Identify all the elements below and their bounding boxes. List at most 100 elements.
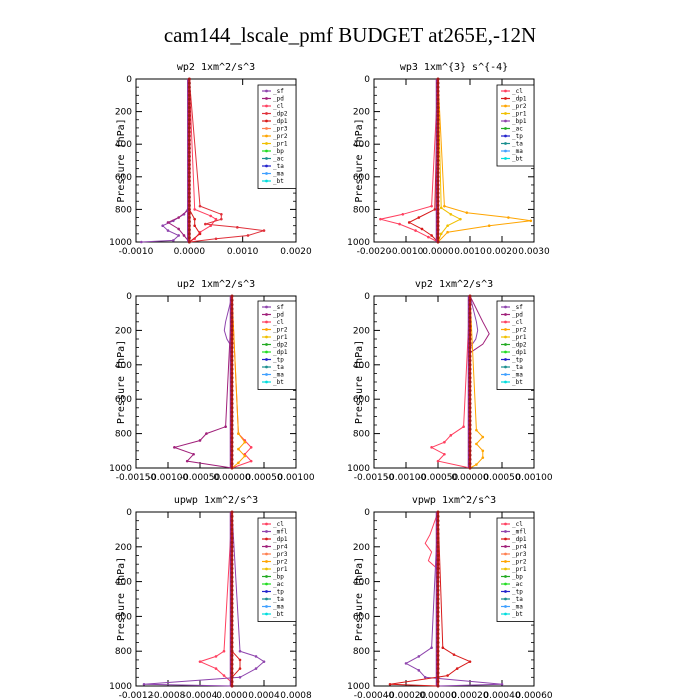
- series-point: [205, 432, 208, 435]
- series-line: [430, 295, 471, 469]
- series-point: [173, 446, 176, 449]
- profile-point: [187, 101, 191, 105]
- profile-point: [436, 211, 440, 215]
- y-axis-label: Pressure [hPa]: [354, 340, 365, 424]
- legend-marker: [504, 575, 507, 578]
- profile-point: [187, 228, 191, 232]
- legend-entry: _pr2: [512, 327, 527, 334]
- legend-marker: [504, 365, 507, 369]
- y-tick-label: 200: [115, 543, 132, 553]
- profile-point: [468, 423, 472, 427]
- profile-point: [230, 667, 234, 671]
- profile-point: [436, 588, 440, 592]
- profile-point: [230, 397, 234, 401]
- panel-title: up2 1xm^2/s^3: [177, 279, 255, 290]
- panel-5: upwp 1xm^2/s^3 Pressure [hPa] 0 200 400 600 80…: [109, 495, 312, 700]
- series-point: [404, 662, 408, 665]
- legend-marker: [265, 172, 268, 175]
- legend-entry: _tp: [512, 133, 523, 140]
- profile-point: [436, 240, 440, 244]
- series-point: [198, 660, 202, 663]
- profile-point: [436, 195, 440, 199]
- legend-entry: _mfl: [512, 529, 527, 536]
- series-point: [481, 449, 485, 453]
- series-point: [465, 211, 469, 214]
- profile-point: [230, 658, 234, 662]
- legend-entry: _ta: [273, 596, 284, 603]
- legend-marker: [504, 597, 507, 601]
- legend-marker: [265, 537, 268, 541]
- legend-marker: [504, 157, 507, 160]
- profile-point: [436, 228, 440, 232]
- profile-point: [187, 195, 191, 199]
- legend-entry: _pr3: [273, 551, 288, 558]
- series-point: [430, 204, 433, 208]
- profile-point: [230, 445, 234, 448]
- series-point: [475, 442, 478, 446]
- profile-point: [230, 346, 234, 350]
- profile-point: [187, 138, 191, 142]
- series-point: [161, 224, 164, 227]
- legend-entry: _pr2: [273, 327, 288, 334]
- profile-point: [468, 445, 472, 448]
- y-tick-label: 1000: [109, 682, 132, 692]
- x-tick-label: 0.0020: [280, 247, 312, 257]
- profile-point: [187, 240, 191, 244]
- legend-marker: [265, 552, 268, 556]
- profile-point: [230, 575, 234, 579]
- profile-point: [436, 623, 440, 627]
- profile-point: [436, 514, 440, 518]
- profile-point: [230, 636, 234, 640]
- y-tick-label: 0: [126, 75, 132, 85]
- legend-marker: [504, 149, 507, 153]
- x-tick-label: -0.00150: [354, 473, 395, 483]
- legend-marker: [504, 328, 507, 331]
- profile-point: [230, 588, 234, 592]
- profile-point: [468, 389, 472, 393]
- profile-point: [436, 649, 440, 653]
- profile-point: [187, 81, 191, 85]
- legend-marker: [265, 567, 268, 571]
- series-point: [417, 655, 421, 658]
- series-point: [214, 655, 218, 658]
- series-point: [446, 230, 449, 234]
- series-point: [481, 456, 485, 459]
- profile-point: [436, 527, 440, 531]
- legend-entry: _pr1: [512, 566, 527, 573]
- legend-entry: _sf: [512, 304, 523, 311]
- legend-marker: [504, 313, 507, 316]
- profile-point: [468, 457, 472, 461]
- profile-point: [230, 333, 234, 337]
- profile-point: [230, 675, 234, 679]
- profile-point: [187, 106, 191, 110]
- x-tick-label: 0.0010: [227, 247, 259, 257]
- profile-point: [187, 146, 191, 150]
- profile-point: [436, 93, 440, 97]
- profile-point: [187, 142, 191, 146]
- profile-point: [187, 150, 191, 154]
- x-tick-label: -0.0010: [119, 247, 154, 257]
- series-point: [177, 227, 180, 231]
- profile-point: [230, 527, 234, 531]
- profile-point: [436, 671, 440, 675]
- legend-entry: _pr3: [512, 551, 527, 558]
- profile-point: [230, 337, 234, 341]
- profile-point: [468, 320, 472, 324]
- series-line: [380, 78, 439, 243]
- legend-entry: _pd: [273, 96, 284, 103]
- series-point: [441, 646, 445, 650]
- y-tick-label: 1000: [109, 238, 132, 248]
- profile-point: [230, 580, 234, 584]
- legend-box: [257, 84, 297, 189]
- profile-point: [230, 558, 234, 562]
- profile-point: [230, 371, 234, 375]
- profile-point: [230, 298, 234, 302]
- profile-point: [187, 171, 191, 175]
- legend-marker: [265, 305, 268, 309]
- profile-point: [436, 167, 440, 171]
- profile-point: [230, 649, 234, 653]
- y-tick-label: 400: [353, 140, 370, 150]
- panel-title: vpwp 1xm^2/s^3: [412, 495, 496, 506]
- legend-entry: _ta: [512, 364, 523, 371]
